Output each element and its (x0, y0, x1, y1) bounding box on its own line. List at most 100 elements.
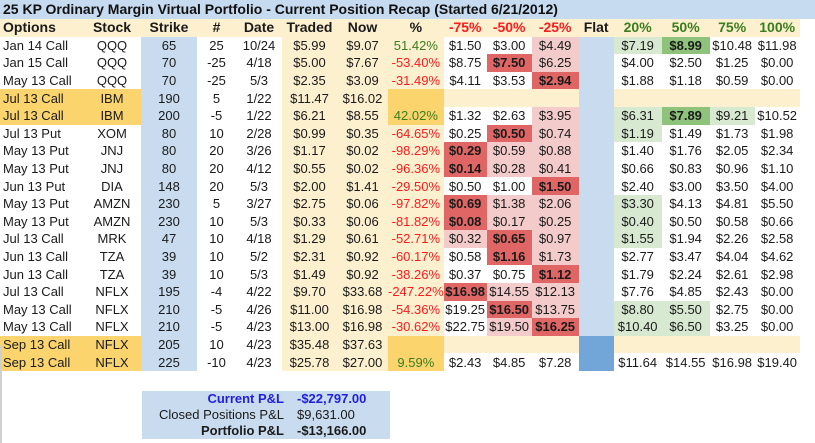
plus20-cell[interactable] (613, 89, 662, 107)
plus75-cell[interactable] (709, 335, 755, 354)
minus25-cell[interactable]: $1.50 (531, 177, 579, 195)
minus25-cell[interactable]: $0.97 (531, 230, 579, 248)
minus25-cell[interactable]: $7.28 (531, 353, 579, 371)
minus25-cell[interactable]: $1.73 (531, 247, 579, 266)
plus100-cell[interactable]: $5.50 (754, 194, 800, 213)
minus50-cell[interactable]: $0.28 (486, 159, 532, 178)
plus50-cell[interactable]: $6.50 (661, 318, 710, 336)
plus75-cell[interactable] (709, 89, 755, 107)
plus50-cell[interactable] (661, 335, 710, 354)
option-cell[interactable]: Jun 13 Call (0, 247, 83, 266)
qty-cell[interactable]: -4 (197, 282, 236, 301)
header-plus75[interactable]: 75% (709, 19, 755, 37)
date-cell[interactable]: 4/12 (236, 159, 282, 178)
plus20-cell[interactable]: $1.19 (613, 124, 662, 143)
date-cell[interactable]: 5/3 (236, 265, 282, 283)
flat-cell[interactable] (578, 194, 614, 213)
plus75-cell[interactable]: $3.25 (709, 318, 755, 336)
plus50-cell[interactable] (661, 89, 710, 107)
qty-cell[interactable]: 5 (197, 194, 236, 213)
minus75-cell[interactable]: $19.25 (443, 300, 487, 319)
header-now[interactable]: Now (337, 19, 388, 37)
minus25-cell[interactable]: $2.06 (531, 194, 579, 213)
qty-cell[interactable]: -5 (197, 318, 236, 336)
plus75-cell[interactable]: $2.26 (709, 230, 755, 248)
plus50-cell[interactable]: $3.00 (661, 177, 710, 195)
minus25-cell[interactable]: $1.12 (531, 265, 579, 283)
plus100-cell[interactable]: $0.00 (754, 282, 800, 301)
option-cell[interactable]: Jun 13 Put (0, 177, 83, 195)
header-minus50[interactable]: -50% (486, 19, 532, 37)
strike-cell[interactable]: 80 (141, 142, 197, 160)
minus50-cell[interactable]: $3.00 (486, 36, 532, 55)
plus100-cell[interactable]: $0.00 (754, 300, 800, 319)
minus50-cell[interactable] (486, 89, 532, 107)
qty-cell[interactable]: 20 (197, 177, 236, 195)
traded-cell[interactable]: $11.47 (282, 89, 337, 107)
option-cell[interactable]: May 13 Put (0, 142, 83, 160)
stock-cell[interactable]: NFLX (83, 300, 141, 319)
header-plus20[interactable]: 20% (613, 19, 662, 37)
option-cell[interactable]: May 13 Put (0, 212, 83, 231)
minus50-cell[interactable] (486, 335, 532, 354)
stock-cell[interactable]: TZA (83, 247, 141, 266)
date-cell[interactable]: 4/23 (236, 318, 282, 336)
qty-cell[interactable]: -25 (197, 54, 236, 72)
traded-cell[interactable]: $5.00 (282, 54, 337, 72)
flat-cell[interactable] (578, 106, 614, 125)
plus75-cell[interactable]: $2.43 (709, 282, 755, 301)
traded-cell[interactable]: $11.00 (282, 300, 337, 319)
plus100-cell[interactable]: $4.00 (754, 177, 800, 195)
flat-cell[interactable] (578, 54, 614, 72)
pct-cell[interactable] (388, 335, 444, 354)
pct-cell[interactable]: -54.36% (388, 300, 444, 319)
header-qty[interactable]: # (197, 19, 236, 37)
plus75-cell[interactable]: $4.04 (709, 247, 755, 266)
strike-cell[interactable]: 190 (141, 89, 197, 107)
plus75-cell[interactable]: $16.98 (709, 353, 755, 371)
plus100-cell[interactable] (754, 335, 800, 354)
plus50-cell[interactable]: $7.89 (661, 106, 710, 125)
strike-cell[interactable]: 205 (141, 335, 197, 354)
strike-cell[interactable]: 39 (141, 265, 197, 283)
now-cell[interactable]: $16.98 (337, 300, 388, 319)
header-plus50[interactable]: 50% (661, 19, 710, 37)
now-cell[interactable]: $0.92 (337, 265, 388, 283)
traded-cell[interactable]: $0.33 (282, 212, 337, 231)
traded-cell[interactable]: $0.99 (282, 124, 337, 143)
qty-cell[interactable]: 20 (197, 159, 236, 178)
plus100-cell[interactable]: $0.66 (754, 212, 800, 231)
now-cell[interactable]: $0.92 (337, 247, 388, 266)
minus75-cell[interactable]: $0.37 (443, 265, 487, 283)
strike-cell[interactable]: 39 (141, 247, 197, 266)
flat-cell[interactable] (578, 318, 614, 336)
plus50-cell[interactable]: $1.49 (661, 124, 710, 143)
minus75-cell[interactable]: $22.75 (443, 318, 487, 336)
stock-cell[interactable]: IBM (83, 106, 141, 125)
stock-cell[interactable]: QQQ (83, 71, 141, 90)
strike-cell[interactable]: 70 (141, 71, 197, 90)
strike-cell[interactable]: 70 (141, 54, 197, 72)
option-cell[interactable]: May 13 Put (0, 194, 83, 213)
plus50-cell[interactable]: $8.99 (661, 36, 710, 55)
plus75-cell[interactable]: $3.50 (709, 177, 755, 195)
qty-cell[interactable]: 10 (197, 124, 236, 143)
plus20-cell[interactable]: $1.40 (613, 142, 662, 160)
header-stock[interactable]: Stock (83, 19, 141, 37)
traded-cell[interactable]: $2.00 (282, 177, 337, 195)
current-pnl-label[interactable]: Current P&L (207, 391, 284, 406)
date-cell[interactable]: 5/3 (236, 71, 282, 90)
portfolio-pnl-value[interactable]: -$13,166.00 (297, 423, 367, 438)
qty-cell[interactable]: 10 (197, 247, 236, 266)
minus25-cell[interactable]: $0.74 (531, 124, 579, 143)
date-cell[interactable]: 4/18 (236, 230, 282, 248)
strike-cell[interactable]: 225 (141, 353, 197, 371)
plus75-cell[interactable]: $2.61 (709, 265, 755, 283)
plus100-cell[interactable]: $2.98 (754, 265, 800, 283)
date-cell[interactable]: 5/3 (236, 212, 282, 231)
date-cell[interactable]: 10/24 (236, 36, 282, 55)
plus100-cell[interactable]: $4.62 (754, 247, 800, 266)
qty-cell[interactable]: 5 (197, 89, 236, 107)
plus100-cell[interactable]: $11.98 (754, 36, 800, 55)
plus75-cell[interactable]: $0.96 (709, 159, 755, 178)
